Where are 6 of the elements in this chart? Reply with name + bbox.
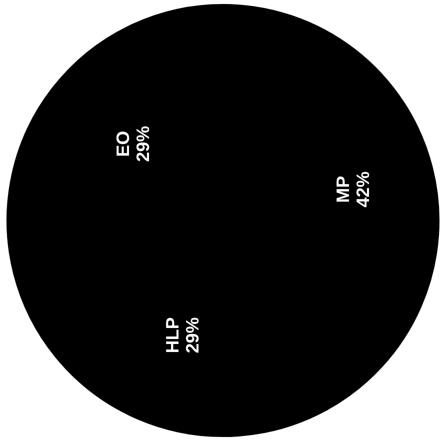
data-label: 29% bbox=[133, 126, 154, 162]
data-label: 42% bbox=[353, 171, 374, 208]
data-label: 29% bbox=[182, 317, 202, 354]
slice-label: HLP bbox=[162, 317, 182, 354]
slice-label: MP bbox=[333, 176, 354, 203]
slice-label: EO bbox=[113, 130, 134, 157]
